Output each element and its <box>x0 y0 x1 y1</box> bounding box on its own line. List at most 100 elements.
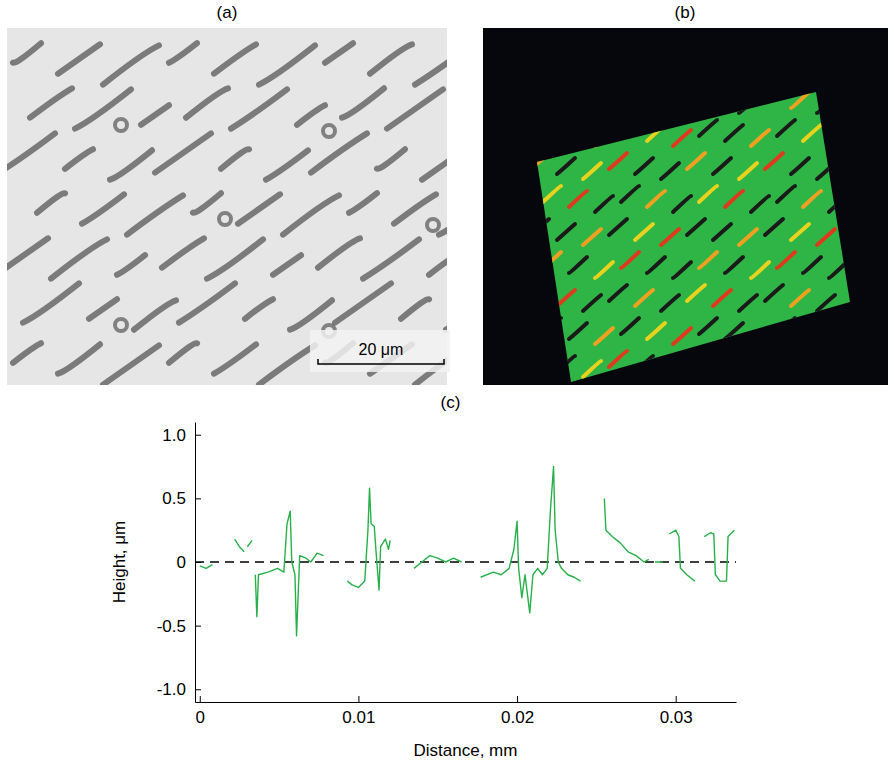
surface-groove <box>58 344 100 373</box>
surface-feature <box>803 191 821 207</box>
surface-feature <box>791 92 809 108</box>
surface-feature <box>543 318 561 334</box>
surface-feature <box>531 87 549 103</box>
surface-feature <box>725 257 743 273</box>
surface-feature <box>557 224 575 240</box>
surface-feature <box>543 120 561 136</box>
surface-base <box>483 28 888 385</box>
surface-feature <box>673 262 691 278</box>
surface-groove <box>266 150 308 179</box>
surface-feature <box>647 323 665 339</box>
y-tick-mark <box>195 626 201 627</box>
surface-ring <box>427 219 439 231</box>
surface-feature <box>699 120 717 136</box>
surface-feature <box>777 186 795 202</box>
surface-groove <box>117 255 145 275</box>
x-tick-label: 0.01 <box>342 708 375 727</box>
surface-groove <box>141 105 169 125</box>
surface-feature <box>609 351 627 367</box>
surface-feature <box>557 356 575 372</box>
surface-view-background <box>483 28 888 385</box>
surface-feature <box>687 285 705 301</box>
surface-feature <box>531 219 549 235</box>
y-tick-label: 0.5 <box>162 489 186 508</box>
surface-groove <box>179 283 235 322</box>
surface-groove <box>259 45 315 84</box>
surface-ring <box>115 319 127 331</box>
surface-feature <box>687 351 705 367</box>
surface-groove <box>193 193 221 213</box>
surface-groove <box>238 194 280 223</box>
surface-groove <box>51 239 107 278</box>
x-tick: 0 <box>196 696 205 727</box>
surface-groove <box>221 149 249 169</box>
x-tick-label: 0.03 <box>660 708 693 727</box>
surface-feature <box>595 130 613 146</box>
x-tick: 0.03 <box>660 696 693 727</box>
surface-feature <box>777 318 795 334</box>
surface-feature <box>739 97 757 113</box>
surface-feature <box>765 219 783 235</box>
surface-feature <box>609 219 627 235</box>
surface-feature <box>543 252 561 268</box>
surface-groove <box>7 238 48 267</box>
surface-feature <box>713 356 731 372</box>
surface-groove <box>23 283 79 322</box>
surface-groove <box>89 299 117 319</box>
surface-groove <box>439 195 447 234</box>
profile-line <box>200 467 735 636</box>
surface-feature <box>635 356 653 372</box>
surface-feature <box>829 262 847 278</box>
surface-groove <box>245 299 273 319</box>
surface-feature <box>557 92 575 108</box>
surface-feature <box>621 252 639 268</box>
surface-feature <box>777 252 795 268</box>
surface-feature <box>817 97 835 113</box>
surface-groove <box>415 45 447 84</box>
y-tick-label: -1.0 <box>157 680 186 699</box>
surface-feature <box>687 219 705 235</box>
surface-feature <box>739 163 757 179</box>
surface-feature <box>687 87 705 103</box>
surface-feature <box>647 191 665 207</box>
surface-feature <box>569 125 587 141</box>
surface-feature <box>765 285 783 301</box>
x-tick: 0.02 <box>501 696 534 727</box>
surface-feature <box>635 92 653 108</box>
x-axis-line <box>196 702 737 703</box>
surface-feature <box>777 120 795 136</box>
x-axis-title: Distance, mm <box>414 741 518 760</box>
surface-feature <box>751 196 769 212</box>
y-tick-label: -0.5 <box>157 617 186 636</box>
surface-feature <box>713 224 731 240</box>
surface-groove <box>297 105 325 125</box>
surface-groove <box>7 133 55 172</box>
reference-line <box>195 561 736 562</box>
surface-feature <box>609 87 627 103</box>
surface-feature <box>829 130 847 146</box>
x-tick: 0.01 <box>342 696 375 727</box>
surface-feature <box>713 92 731 108</box>
y-axis: -1.0-0.500.51.0 <box>157 423 201 703</box>
surface-feature <box>713 290 731 306</box>
surface-feature <box>725 125 743 141</box>
surface-groove <box>65 149 93 169</box>
surface-feature <box>635 158 653 174</box>
surface-groove <box>214 344 256 373</box>
surface-groove <box>13 43 41 63</box>
x-tick-mark <box>358 696 359 702</box>
surface-feature <box>583 229 601 245</box>
surface-feature <box>673 196 691 212</box>
surface-feature <box>635 224 653 240</box>
surface-feature <box>739 229 757 245</box>
surface-feature <box>635 290 653 306</box>
y-tick: -0.5 <box>157 617 201 636</box>
surface-groove <box>127 195 183 234</box>
surface-groove <box>446 300 447 329</box>
scale-bar-background <box>310 330 450 372</box>
surface-feature <box>557 158 575 174</box>
surface-feature <box>725 191 743 207</box>
surface-feature <box>583 97 601 113</box>
surface-feature <box>661 163 679 179</box>
surface-feature <box>661 229 679 245</box>
